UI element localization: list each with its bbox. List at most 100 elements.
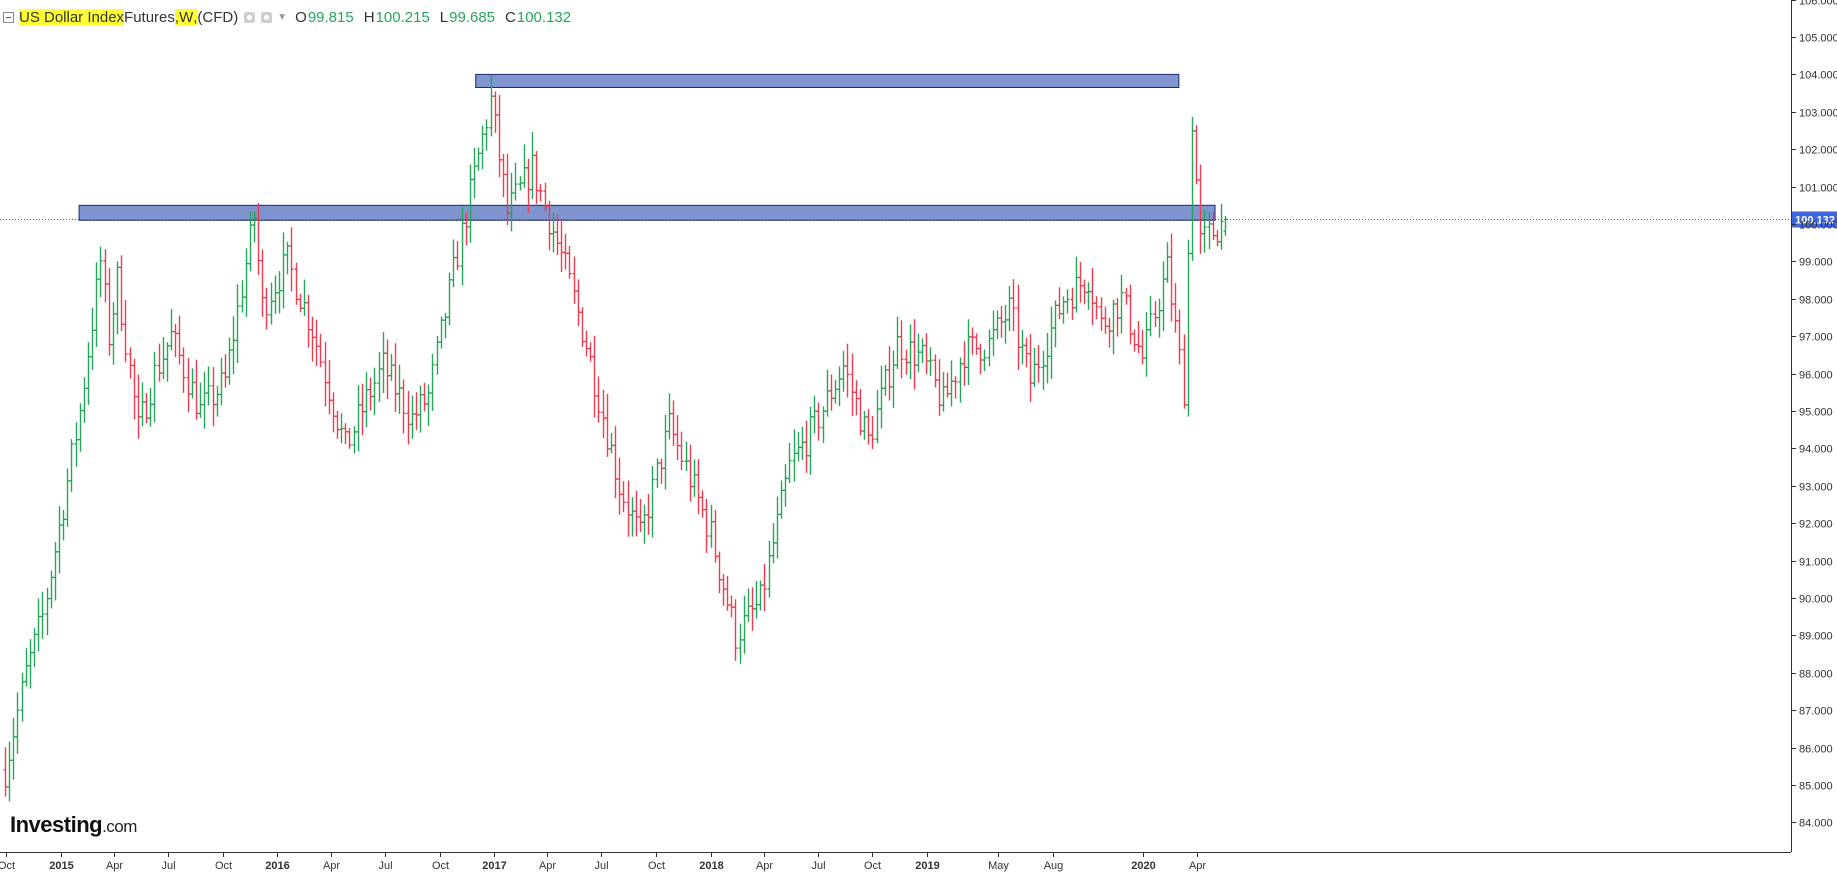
ohlc-bar-up[interactable] (190, 368, 195, 399)
ohlc-bar-up[interactable] (244, 248, 249, 317)
ohlc-bar-up[interactable] (825, 369, 830, 417)
ohlc-bar-down[interactable] (194, 359, 199, 420)
ohlc-bar-down[interactable] (177, 315, 182, 365)
ohlc-bar-up[interactable] (1157, 298, 1162, 338)
ohlc-bar-up[interactable] (7, 741, 12, 802)
ohlc-bar-up[interactable] (841, 351, 846, 392)
ohlc-bar-down[interactable] (1136, 321, 1141, 354)
ohlc-bar-up[interactable] (513, 162, 518, 201)
ohlc-bar-up[interactable] (655, 458, 660, 488)
ohlc-bar-up[interactable] (269, 282, 274, 325)
ohlc-bar-up[interactable] (1144, 311, 1149, 377)
ohlc-bar-down[interactable] (601, 389, 606, 439)
ohlc-bar-down[interactable] (924, 333, 929, 375)
ohlc-bar-up[interactable] (862, 410, 867, 440)
ohlc-bar-down[interactable] (401, 379, 406, 434)
ohlc-bar-up[interactable] (767, 540, 772, 598)
ohlc-bar-up[interactable] (812, 395, 817, 434)
ohlc-bar-up[interactable] (966, 319, 971, 386)
ohlc-bar-up[interactable] (754, 581, 759, 619)
ohlc-bar-up[interactable] (472, 147, 477, 199)
ohlc-bar-down[interactable] (3, 747, 8, 797)
ohlc-bar-down[interactable] (103, 248, 108, 303)
ohlc-bar-up[interactable] (530, 132, 535, 200)
ohlc-bar-down[interactable] (563, 234, 568, 270)
resistance-zone-2[interactable] (78, 204, 1216, 221)
ohlc-bar-up[interactable] (684, 441, 689, 472)
ohlc-bar-up[interactable] (775, 496, 780, 559)
ohlc-bar-down[interactable] (123, 300, 128, 363)
ohlc-bar-down[interactable] (1194, 125, 1199, 185)
ohlc-bar-up[interactable] (381, 332, 386, 394)
ohlc-bar-up[interactable] (783, 464, 788, 507)
ohlc-bar-down[interactable] (675, 415, 680, 461)
ohlc-bar-up[interactable] (891, 350, 896, 408)
ohlc-bar-up[interactable] (248, 211, 253, 272)
ohlc-bar-down[interactable] (953, 376, 958, 399)
ohlc-bar-up[interactable] (202, 371, 207, 429)
ohlc-bar-up[interactable] (522, 144, 527, 188)
ohlc-bar-down[interactable] (211, 367, 216, 427)
ohlc-bar-up[interactable] (883, 364, 888, 396)
ohlc-bar-down[interactable] (580, 307, 585, 347)
ohlc-bar-up[interactable] (206, 366, 211, 406)
ohlc-bar-down[interactable] (1028, 334, 1033, 403)
ohlc-bar-down[interactable] (559, 219, 564, 273)
ohlc-bar-up[interactable] (57, 506, 62, 574)
ohlc-bar-down[interactable] (572, 256, 577, 304)
ohlc-bar-down[interactable] (999, 305, 1004, 338)
ohlc-bar-up[interactable] (1219, 203, 1224, 250)
ohlc-bar-up[interactable] (991, 310, 996, 357)
resistance-zone-1[interactable] (475, 73, 1180, 88)
ohlc-bar-down[interactable] (306, 294, 311, 348)
ohlc-bar-down[interactable] (850, 353, 855, 417)
ohlc-bar-up[interactable] (787, 442, 792, 484)
ohlc-bar-up[interactable] (32, 628, 37, 667)
ohlc-bar-up[interactable] (758, 580, 763, 611)
ohlc-bar-up[interactable] (738, 623, 743, 664)
ohlc-bar-up[interactable] (447, 272, 452, 326)
ohlc-bar-up[interactable] (480, 125, 485, 170)
ohlc-bar-down[interactable] (223, 354, 228, 388)
ohlc-bar-up[interactable] (430, 353, 435, 411)
ohlc-bar-down[interactable] (978, 343, 983, 375)
ohlc-bar-up[interactable] (281, 232, 286, 309)
visibility-icon[interactable] (261, 11, 273, 23)
ohlc-bar-down[interactable] (264, 287, 269, 330)
ohlc-bar-up[interactable] (98, 246, 103, 298)
ohlc-bar-down[interactable] (343, 423, 348, 445)
ohlc-bar-down[interactable] (186, 358, 191, 413)
ohlc-bar-up[interactable] (140, 382, 145, 427)
ohlc-bar-up[interactable] (219, 357, 224, 406)
ohlc-bar-up[interactable] (987, 329, 992, 367)
ohlc-bar-up[interactable] (115, 261, 120, 335)
ohlc-bar-down[interactable] (318, 333, 323, 368)
ohlc-bar-up[interactable] (15, 692, 20, 754)
ohlc-bar-down[interactable] (555, 213, 560, 255)
ohlc-bar-down[interactable] (605, 393, 610, 457)
ohlc-bar-down[interactable] (854, 380, 859, 416)
ohlc-bar-down[interactable] (804, 420, 809, 473)
ohlc-bar-down[interactable] (617, 457, 622, 515)
ohlc-bar-down[interactable] (762, 563, 767, 612)
ohlc-bar-down[interactable] (713, 509, 718, 563)
ohlc-bar-down[interactable] (406, 390, 411, 445)
collapse-legend-icon[interactable] (3, 11, 14, 23)
ohlc-bar-up[interactable] (1190, 116, 1195, 261)
ohlc-bar-down[interactable] (1140, 329, 1145, 365)
ohlc-bar-down[interactable] (1011, 279, 1016, 332)
ohlc-bar-down[interactable] (1107, 317, 1112, 348)
ohlc-bar-up[interactable] (875, 389, 880, 444)
ohlc-bar-up[interactable] (692, 459, 697, 497)
ohlc-bar-up[interactable] (231, 316, 236, 375)
ohlc-bar-up[interactable] (1223, 215, 1228, 236)
ohlc-bar-down[interactable] (937, 359, 942, 416)
ohlc-bar-down[interactable] (464, 212, 469, 246)
ohlc-bar-down[interactable] (335, 410, 340, 439)
ohlc-bar-up[interactable] (1086, 282, 1091, 310)
ohlc-bar-up[interactable] (227, 337, 232, 385)
ohlc-bar-up[interactable] (1007, 286, 1012, 332)
ohlc-bar-down[interactable] (584, 330, 589, 357)
ohlc-bar-down[interactable] (385, 339, 390, 400)
